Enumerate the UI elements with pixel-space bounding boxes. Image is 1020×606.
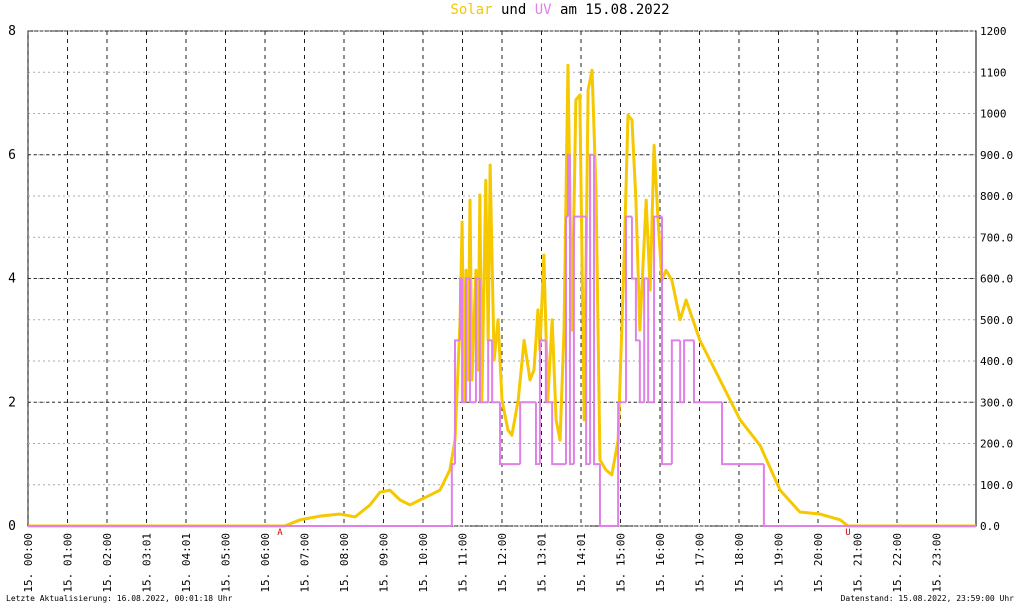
uv-step bbox=[538, 339, 546, 465]
x-tick-label: 15. 23:00 bbox=[931, 533, 944, 593]
uv-step bbox=[598, 464, 619, 527]
chart-title: Solar und UV am 15.08.2022 bbox=[450, 2, 669, 18]
uv-step bbox=[589, 153, 595, 465]
y2-tick-label: 300.0 bbox=[980, 396, 1013, 409]
x-tick-label: 15. 05:00 bbox=[220, 533, 233, 593]
uv-step bbox=[491, 340, 501, 404]
y-tick-label: 4 bbox=[8, 272, 16, 287]
uv-step bbox=[679, 340, 685, 404]
footer-right: Datenstand: 15.08.2022, 23:59:00 Uhr bbox=[841, 594, 1015, 603]
uv-step bbox=[487, 339, 493, 403]
uv-step bbox=[453, 339, 461, 465]
x-tick-label: 15. 14:01 bbox=[575, 533, 588, 593]
y2-tick-label: 700.0 bbox=[980, 231, 1013, 244]
uv-step bbox=[534, 402, 540, 466]
x-tick-label: 15. 04:01 bbox=[180, 533, 193, 593]
uv-step bbox=[762, 464, 976, 527]
uv-step bbox=[568, 154, 574, 466]
uv-step bbox=[551, 402, 566, 466]
y2-tick-label: 800.0 bbox=[980, 190, 1013, 203]
y2-tick-label: 1000 bbox=[980, 108, 1007, 121]
uv-step bbox=[692, 340, 723, 404]
uv-step bbox=[450, 463, 455, 526]
x-tick-label: 15. 17:00 bbox=[694, 533, 707, 593]
x-tick-label: 15. 10:00 bbox=[417, 533, 430, 593]
annotation: A bbox=[277, 528, 283, 538]
y2-tick-label: 400.0 bbox=[980, 355, 1013, 368]
y-tick-label: 6 bbox=[8, 148, 16, 163]
annotation: U bbox=[845, 528, 850, 538]
y2-tick-label: 100.0 bbox=[980, 479, 1013, 492]
x-tick-label: 15. 03:01 bbox=[141, 533, 154, 593]
uv-step bbox=[572, 215, 587, 465]
uv-step bbox=[499, 402, 521, 466]
x-tick-label: 15. 01:00 bbox=[62, 533, 75, 593]
x-tick-label: 15. 12:00 bbox=[496, 533, 509, 593]
uv-step bbox=[643, 277, 649, 403]
uv-step bbox=[617, 401, 627, 526]
x-tick-label: 15. 07:00 bbox=[299, 533, 312, 593]
uv-step bbox=[519, 401, 536, 465]
y2-tick-label: 500.0 bbox=[980, 314, 1013, 327]
x-tick-label: 15. 21:00 bbox=[852, 533, 865, 593]
uv-step bbox=[625, 215, 632, 403]
x-tick-label: 15. 02:00 bbox=[101, 533, 114, 593]
title-date: am 15.08.2022 bbox=[560, 2, 670, 18]
x-tick-label: 15. 09:00 bbox=[378, 533, 391, 593]
x-tick-label: 15. 19:00 bbox=[773, 533, 786, 593]
uv-step bbox=[478, 278, 484, 404]
x-tick-label: 15. 11:00 bbox=[457, 533, 470, 593]
title-solar: Solar bbox=[450, 2, 492, 18]
uv-step bbox=[585, 216, 591, 466]
y-tick-label: 2 bbox=[8, 395, 16, 410]
uv-step bbox=[721, 402, 764, 466]
uv-step bbox=[653, 215, 662, 403]
uv-step bbox=[660, 216, 672, 466]
y-tick-label: 0 bbox=[8, 519, 16, 534]
uv-step bbox=[638, 340, 645, 404]
x-tick-label: 15. 20:00 bbox=[812, 533, 825, 593]
uv-step bbox=[683, 339, 694, 403]
x-tick-label: 15. 08:00 bbox=[338, 533, 351, 593]
uv-step bbox=[630, 216, 636, 280]
footer-left: Letzte Aktualisierung: 16.08.2022, 00:01… bbox=[6, 594, 233, 603]
y2-tick-label: 600.0 bbox=[980, 273, 1013, 286]
x-tick-label: 15. 22:00 bbox=[891, 533, 904, 593]
y2-tick-label: 1100 bbox=[980, 66, 1007, 79]
uv-step bbox=[465, 277, 471, 403]
x-tick-label: 15. 00:00 bbox=[22, 533, 35, 593]
uv-step bbox=[474, 277, 480, 403]
x-tick-label: 15. 13:01 bbox=[536, 533, 549, 593]
y-tick-label: 8 bbox=[8, 24, 16, 39]
y2-tick-label: 900.0 bbox=[980, 149, 1013, 162]
uv-step bbox=[593, 154, 600, 466]
x-tick-label: 15. 16:00 bbox=[654, 533, 667, 593]
y2-tick-label: 0.0 bbox=[980, 520, 1000, 533]
x-tick-label: 15. 15:00 bbox=[615, 533, 628, 593]
uv-step bbox=[670, 339, 681, 465]
uv-step bbox=[647, 278, 655, 404]
y2-tick-label: 1200 bbox=[980, 25, 1007, 38]
x-tick-label: 15. 18:00 bbox=[733, 533, 746, 593]
title-uv: UV bbox=[535, 2, 552, 18]
uv-step bbox=[469, 278, 476, 404]
x-tick-label: 15. 06:00 bbox=[259, 533, 272, 593]
uv-step bbox=[461, 278, 467, 404]
uv-step bbox=[634, 278, 640, 342]
title-join: und bbox=[501, 2, 526, 18]
uv-step bbox=[544, 340, 553, 404]
y2-tick-label: 200.0 bbox=[980, 438, 1013, 451]
